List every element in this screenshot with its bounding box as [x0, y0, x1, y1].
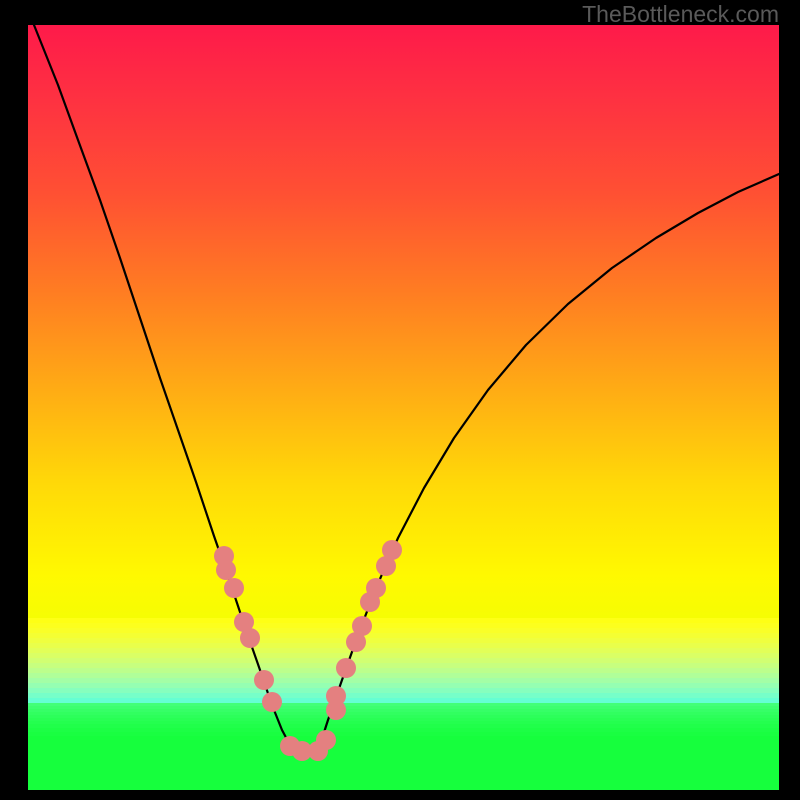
- data-marker: [326, 686, 346, 706]
- data-marker: [316, 730, 336, 750]
- data-marker: [262, 692, 282, 712]
- data-marker: [336, 658, 356, 678]
- data-marker: [352, 616, 372, 636]
- data-marker: [224, 578, 244, 598]
- frame-bottom: [0, 790, 800, 800]
- chart-root: TheBottleneck.com: [0, 0, 800, 800]
- frame-left: [0, 0, 28, 800]
- watermark-text: TheBottleneck.com: [582, 1, 779, 28]
- data-marker: [382, 540, 402, 560]
- data-marker: [254, 670, 274, 690]
- data-marker: [216, 560, 236, 580]
- data-marker: [240, 628, 260, 648]
- frame-right: [779, 0, 800, 800]
- data-marker: [366, 578, 386, 598]
